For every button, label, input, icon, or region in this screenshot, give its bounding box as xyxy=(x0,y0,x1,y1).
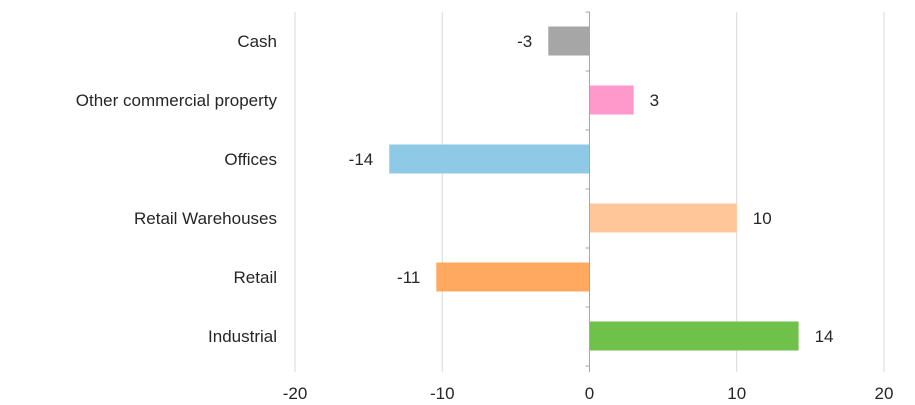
bar-retail xyxy=(436,262,590,292)
x-tick-label: 20 xyxy=(875,384,894,403)
bar-retail-warehouses xyxy=(589,203,737,233)
bar-cash xyxy=(548,26,590,56)
category-label: Retail xyxy=(234,268,277,287)
x-tick-labels: -20 -10 0 10 20 xyxy=(283,384,894,403)
data-labels: -3 3 -14 10 -11 14 xyxy=(349,32,834,346)
x-tick-label: -10 xyxy=(430,384,455,403)
category-label: Retail Warehouses xyxy=(134,209,277,228)
gridlines xyxy=(294,12,885,372)
data-label: -14 xyxy=(349,150,374,169)
bar-industrial xyxy=(589,321,799,351)
category-label: Offices xyxy=(224,150,277,169)
x-tick-label: 0 xyxy=(585,384,594,403)
x-tick-label: -20 xyxy=(283,384,308,403)
data-label: 10 xyxy=(753,209,772,228)
data-label: 3 xyxy=(650,91,659,110)
data-label: 14 xyxy=(815,327,834,346)
category-label: Other commercial property xyxy=(76,91,278,110)
category-label: Industrial xyxy=(208,327,277,346)
bars xyxy=(389,26,799,351)
bar-offices xyxy=(389,144,590,174)
category-labels: Cash Other commercial property Offices Reta… xyxy=(76,32,278,346)
category-label: Cash xyxy=(237,32,277,51)
bar-other-commercial-property xyxy=(589,85,634,115)
x-tick-label: 10 xyxy=(727,384,746,403)
zero-axis xyxy=(585,11,590,372)
data-label: -3 xyxy=(517,32,532,51)
data-label: -11 xyxy=(397,268,420,287)
